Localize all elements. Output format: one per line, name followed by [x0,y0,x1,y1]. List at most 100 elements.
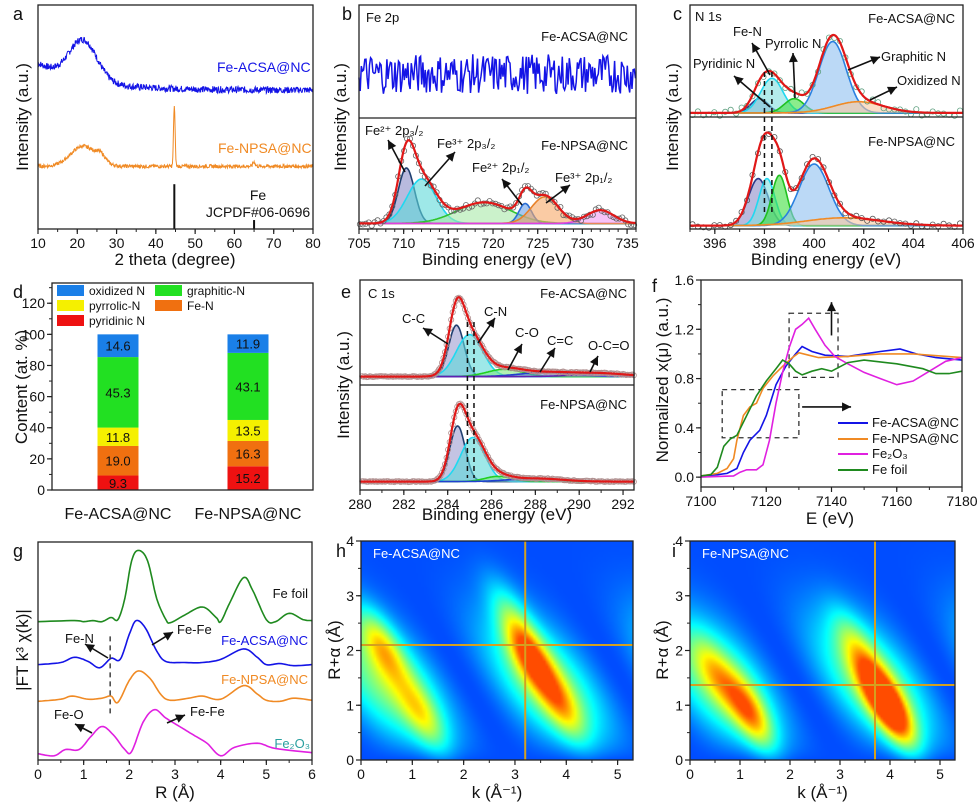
y-axis-label: Intensity (a.u.) [663,63,682,171]
y-tick-label: 40 [29,420,45,436]
x-axis-label: Binding energy (eV) [751,250,901,269]
x-axis-label: R (Å) [155,783,195,802]
y-tick-label: 0 [675,752,683,768]
sample-label-fe-acsa: Fe-ACSA@NC [868,11,955,26]
raw-data-point [733,217,740,224]
peak-annotation: C=C [547,333,573,348]
peak-annotation: Fe-N [65,631,94,646]
raw-data-point [435,474,442,481]
y-tick-label: 3 [346,588,354,604]
raw-data-point [727,106,734,113]
xps-curve-fe-acsa [358,53,637,95]
legend-label: Fe-N [187,299,214,313]
x-tick-label: 50 [187,235,203,251]
sample-label-fe-acsa: Fe-ACSA@NC [540,286,627,301]
arrow-head [75,724,86,733]
xrd-curve-fe-acsa [37,36,314,96]
x-tick-label: 5 [262,766,270,782]
x-tick-label: 10 [30,235,46,251]
bar-value-label: 19.0 [105,454,130,469]
xanes-curve-1 [700,345,963,477]
peak-annotation: Fe-Fe [190,704,225,719]
x-tick-label: 5 [936,766,944,782]
x-tick-label: 398 [753,235,777,251]
bar-segment-pyridinic-n [227,466,269,490]
sample-label-fe-npsa: Fe-NPSA@NC [868,134,955,149]
x-tick-label: 7120 [751,493,782,509]
xanes-curve-3 [700,316,963,478]
x-tick-label: 284 [436,496,460,512]
arrow-head [546,348,555,359]
y-tick-label: 2 [675,643,683,659]
arrow-head [842,402,852,412]
bar-value-label: 15.2 [235,471,260,486]
arrow-head [513,344,522,355]
arrow-head [827,302,836,312]
raw-data-point [457,400,464,407]
y-axis-label: Normailzed x(μ) (a.u.) [653,298,672,463]
peak-annotation: C-O [515,325,539,340]
raw-data-point [435,366,442,373]
bar-segment-pyridinic-n [97,475,139,490]
panel-letter-i: i [672,541,676,561]
raw-data-point [489,461,496,468]
x-axis-label: Binding energy (eV) [422,250,572,269]
y-tick-label: 100 [22,326,46,342]
raw-data-point [793,185,800,192]
raw-data-point [551,198,558,205]
legend-swatch [155,285,182,296]
y-axis-label: Content (at. %) [12,330,31,444]
raw-data-point [929,108,936,115]
wavelet-transform-map-fe-npsa [690,541,955,760]
y-axis-label: Intensity (a.u.) [334,331,353,439]
legend-swatch [57,285,84,296]
spectrum-title: Fe 2p [366,10,399,25]
series-label-fe-acsa: Fe-ACSA@NC [221,633,308,648]
plot-frame [689,4,964,230]
y-tick-label: 4 [675,533,683,549]
panel-letter-f: f [652,276,658,296]
peak-annotation: O-C=O [588,338,630,353]
plot-frame [360,540,634,761]
y-tick-label: 20 [29,451,45,467]
bar-segment-graphitic-n [227,352,269,420]
bar-segment-oxidized-n [97,334,139,358]
spectrum-title: N 1s [695,9,722,24]
x-tick-label: 4 [886,766,894,782]
x-axis-label: Binding energy (eV) [422,505,572,524]
bar-value-label: 14.6 [105,339,130,354]
ft-exafs-curve-4 [37,708,313,757]
y-axis-label: Intensity (a.u.) [331,63,350,171]
bar-segment-oxidized-n [227,334,269,353]
x-tick-label: 1 [736,766,744,782]
bar-value-label: 45.3 [105,385,130,400]
x-tick-label: 290 [568,496,592,512]
raw-data-point [434,475,441,482]
x-tick-label: 4 [562,766,570,782]
arrow-head [886,86,897,95]
arrow-head [162,632,173,641]
plot-frame [689,540,956,761]
legend-label: Fe-NPSA@NC [872,431,959,446]
x-tick-label: 0 [34,766,42,782]
x-tick-label: 7180 [946,493,977,509]
raw-data-point [836,200,843,207]
ft-exafs-curve-3 [37,670,313,704]
arrow-head [560,185,570,194]
x-tick-label: 70 [266,235,282,251]
arrow-head [752,43,761,54]
arrow-head [589,356,598,367]
series-label-fe2o3: Fe₂O₃ [274,736,310,751]
bar-value-label: 11.8 [106,430,130,445]
x-tick-label: 2 [125,766,133,782]
x-tick-label: 3 [511,766,519,782]
raw-data-point [488,458,495,465]
x-category-label: Fe-ACSA@NC [65,506,172,523]
x-axis-label: 2 theta (degree) [115,250,236,269]
panel-letter-a: a [13,4,24,24]
bar-value-label: 43.1 [235,379,260,394]
x-tick-label: 735 [615,235,639,251]
sample-label-fe-npsa: Fe-NPSA@NC [541,138,628,153]
bar-segment-pyrrolic-n [227,419,269,441]
fit-component-fill [359,179,636,224]
